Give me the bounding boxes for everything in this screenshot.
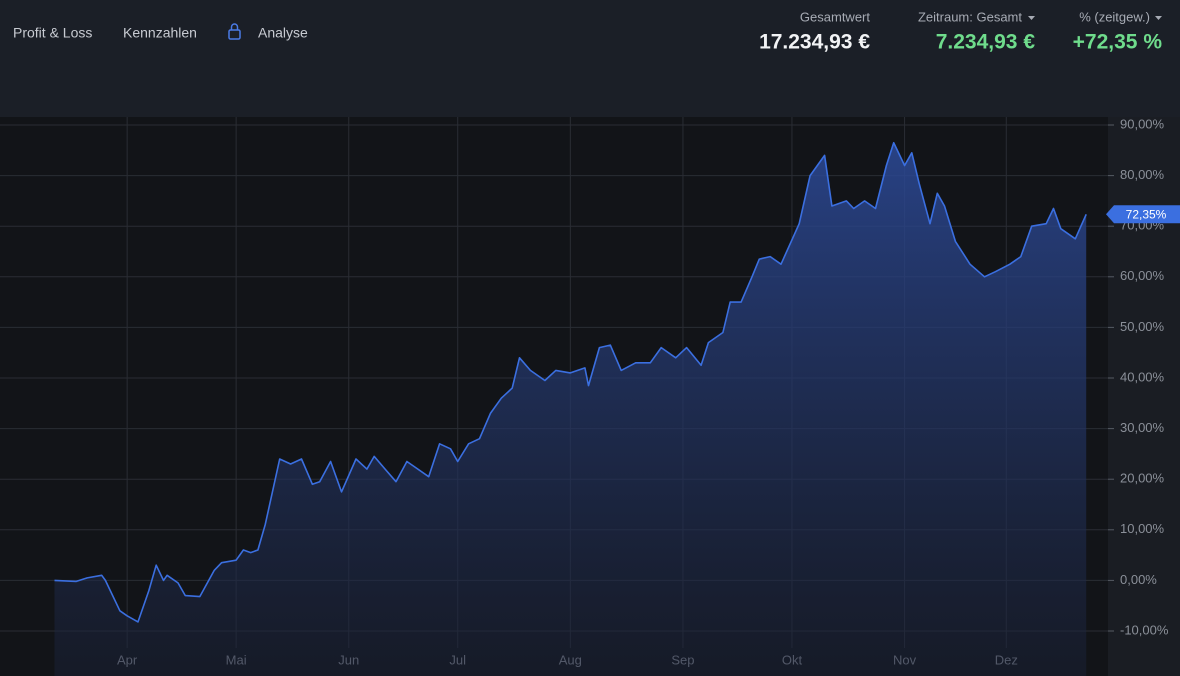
y-tick-label: 60,00% <box>1120 268 1165 283</box>
y-tick-label: 90,00% <box>1120 116 1165 131</box>
y-tick-label: 30,00% <box>1120 420 1165 435</box>
stat-value: 17.234,93 € <box>759 31 870 54</box>
stat-label: Gesamtwert <box>800 9 870 24</box>
stat-label[interactable]: Zeitraum: Gesamt <box>918 9 1022 24</box>
current-value-badge <box>1106 205 1180 224</box>
y-tick-label: 80,00% <box>1120 167 1165 182</box>
tab[interactable]: Kennzahlen <box>123 25 197 41</box>
lock-icon <box>228 23 241 40</box>
stat-label[interactable]: % (zeitgew.) <box>1079 9 1150 24</box>
area <box>54 142 1087 676</box>
tab[interactable]: Profit & Loss <box>13 25 92 41</box>
stat-value: 7.234,93 € <box>936 31 1036 54</box>
dropdown-caret[interactable] <box>1155 16 1162 20</box>
tab[interactable]: Analyse <box>258 25 308 41</box>
header-bg <box>0 0 1180 117</box>
current-value-label: 72,35% <box>1126 207 1167 221</box>
chart: -10,00% 0,00% 10,00% 20,00% 30,00% 40,00% 50,0… <box>0 116 1180 676</box>
stat-value: +72,35 % <box>1073 31 1163 54</box>
y-tick-label: 50,00% <box>1120 319 1165 334</box>
y-tick-label: -10,00% <box>1120 622 1169 637</box>
y-tick-label: 10,00% <box>1120 521 1165 536</box>
axis-bg <box>1108 117 1180 676</box>
y-tick-label: 40,00% <box>1120 369 1165 384</box>
y-tick-label: 0,00% <box>1120 572 1157 587</box>
line <box>54 141 1087 623</box>
y-tick-label: 20,00% <box>1120 471 1165 486</box>
dropdown-caret[interactable] <box>1028 16 1035 20</box>
